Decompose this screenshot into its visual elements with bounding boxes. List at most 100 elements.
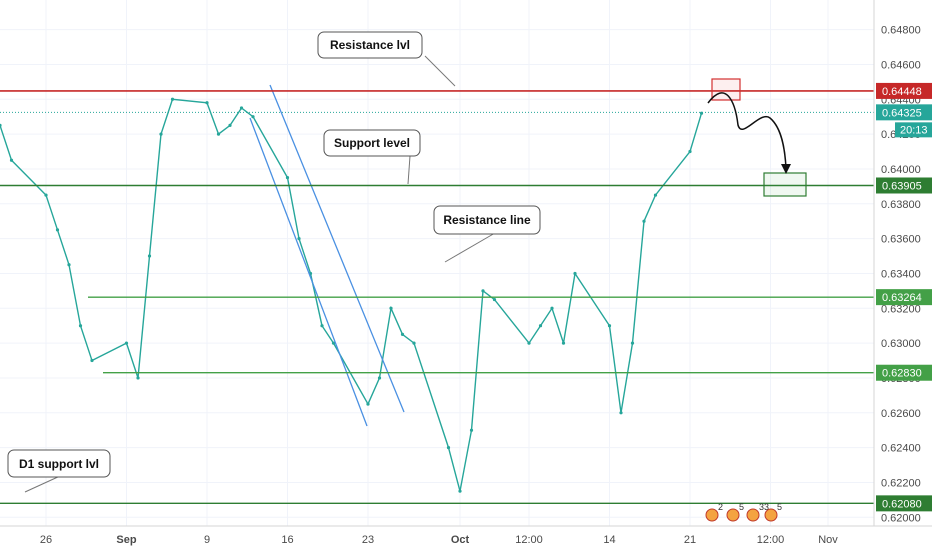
price-point (320, 324, 324, 328)
price-point (331, 341, 336, 345)
level-badge-text: 0.64448 (882, 86, 922, 98)
price-point (205, 101, 209, 105)
projection-arrowhead (781, 164, 791, 174)
y-tick-label: 0.62000 (881, 512, 921, 524)
price-point (170, 97, 175, 101)
price-points (0, 97, 704, 493)
callout-text-support-level: Support level (334, 136, 410, 150)
price-point (412, 341, 416, 345)
x-tick-label: 26 (40, 534, 52, 546)
y-tick-label: 0.63200 (881, 303, 921, 315)
x-tick-label: 9 (204, 534, 210, 546)
event-count: 5 (777, 502, 782, 512)
y-tick-label: 0.63600 (881, 234, 921, 246)
level-badge (876, 495, 932, 512)
channel-line-lower (249, 117, 368, 427)
callout-text-resistance-line: Resistance line (443, 213, 531, 227)
price-point (619, 411, 623, 415)
level-badge (876, 289, 932, 306)
price-point (67, 263, 71, 267)
price-point (297, 237, 301, 241)
x-tick-label: 12:00 (515, 534, 543, 546)
price-point (159, 132, 163, 136)
x-tick-label: 21 (684, 534, 696, 546)
price-point (55, 228, 60, 232)
callout-text-d1-support-lvl: D1 support lvl (19, 457, 99, 471)
channel-line-upper (269, 84, 405, 413)
price-point (228, 123, 232, 128)
price-point (90, 358, 94, 363)
event-count: 2 (718, 502, 723, 512)
callout-support-level: Support level (323, 129, 421, 185)
price-badges: 0.64448 0.63905 0.63264 0.62830 0.62080 0.643… (876, 82, 932, 512)
price-point (78, 324, 83, 328)
event-flag-icon[interactable] (746, 508, 760, 522)
y-tick-label: 0.64600 (881, 59, 921, 71)
x-tick-label: 16 (281, 534, 293, 546)
level-badge-text: 0.63905 (882, 180, 922, 192)
price-point (458, 489, 462, 493)
grid (0, 0, 874, 526)
price-point (446, 446, 451, 450)
countdown-text: 20:13 (900, 124, 928, 136)
callout-text-resistance-lvl: Resistance lvl (330, 38, 410, 52)
price-point (9, 158, 14, 162)
x-tick-label: Nov (818, 534, 838, 546)
price-point (285, 176, 290, 180)
price-axis: 0.648000.646000.644000.642000.640000.638… (881, 25, 921, 525)
current-price-badge-text: 0.64325 (882, 107, 922, 119)
economic-events[interactable]: 2 5 33 5 (705, 502, 782, 522)
price-point (653, 193, 658, 197)
price-point (630, 341, 635, 345)
price-point (239, 106, 244, 110)
price-point (481, 289, 485, 293)
y-tick-label: 0.62400 (881, 443, 921, 455)
event-flag-icon[interactable] (764, 508, 778, 522)
level-badge-text: 0.62830 (882, 368, 922, 380)
x-tick-label: Oct (451, 534, 470, 546)
price-point (377, 376, 382, 380)
level-badge-text: 0.63264 (882, 292, 922, 304)
y-tick-label: 0.62200 (881, 477, 921, 489)
price-point (124, 341, 129, 345)
price-point (688, 149, 692, 154)
x-tick-label: 14 (603, 534, 615, 546)
support-target-box (763, 172, 807, 197)
price-point (44, 193, 48, 197)
price-point (251, 115, 255, 119)
price-point (400, 332, 405, 337)
price-point (147, 254, 152, 258)
resistance-target-box (711, 78, 741, 101)
x-tick-label: 23 (362, 534, 374, 546)
event-flag-icon[interactable] (705, 508, 719, 522)
price-point (389, 306, 393, 310)
price-point (136, 376, 140, 380)
price-point (573, 271, 577, 276)
price-series-line (0, 98, 703, 492)
price-point (366, 402, 370, 406)
levels (0, 90, 874, 505)
y-tick-label: 0.64800 (881, 25, 921, 37)
y-tick-label: 0.63000 (881, 338, 921, 350)
price-point (550, 306, 554, 310)
level-badge-text: 0.62080 (882, 498, 922, 510)
x-tick-label: 12:00 (757, 534, 785, 546)
callout-resistance-lvl: Resistance lvl (317, 31, 456, 87)
projection-arrow (707, 92, 787, 169)
x-tick-label: Sep (116, 534, 136, 546)
price-point (492, 297, 497, 302)
level-badge (876, 82, 932, 99)
y-tick-label: 0.63800 (881, 199, 921, 211)
price-point (216, 132, 221, 136)
y-tick-label: 0.63400 (881, 268, 921, 280)
event-count: 33 (759, 502, 769, 512)
event-flag-icon[interactable] (726, 508, 740, 522)
callout-d1-support-lvl: D1 support lvl (7, 449, 111, 493)
callout-resistance-line: Resistance line (433, 205, 541, 263)
price-point (0, 123, 2, 128)
y-tick-label: 0.62600 (881, 408, 921, 420)
level-badge (876, 177, 932, 194)
countdown-badge (895, 122, 932, 138)
price-point (561, 341, 566, 345)
